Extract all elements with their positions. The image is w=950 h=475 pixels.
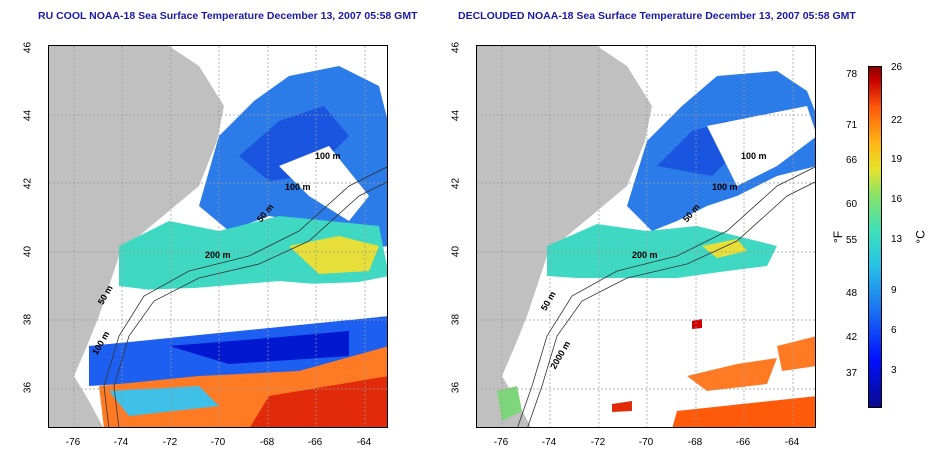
colorbar-unit-fahrenheit: °F bbox=[831, 230, 846, 244]
colorbar-c-label: 19 bbox=[891, 154, 903, 165]
right-lon-tick: -72 bbox=[590, 437, 606, 448]
left-lon-tick: -74 bbox=[113, 437, 129, 448]
left-lon-tick: -70 bbox=[210, 437, 226, 448]
right-lon-tick: -64 bbox=[784, 437, 800, 448]
sst-shelf-yellow bbox=[702, 239, 747, 258]
left-lon-tick: -68 bbox=[259, 437, 275, 448]
right-lon-tick: -66 bbox=[735, 437, 751, 448]
colorbar-unit-celsius: °C bbox=[913, 230, 928, 244]
sst-cyan-south bbox=[109, 386, 219, 416]
colorbar-c-label: 9 bbox=[891, 285, 897, 296]
sst-shelf-green bbox=[547, 224, 777, 278]
right-contour-label-2: 100 m bbox=[712, 182, 738, 192]
right-lat-tick: 40 bbox=[450, 245, 462, 258]
right-lon-tick: -76 bbox=[493, 437, 509, 448]
colorbar-c-label: 26 bbox=[891, 62, 903, 73]
sst-warm-patch-1 bbox=[687, 358, 777, 391]
graticule bbox=[49, 46, 387, 427]
right-lat-tick: 38 bbox=[450, 313, 462, 326]
left-contour-label-2: 100 m bbox=[285, 182, 311, 192]
colorbar-c-label: 22 bbox=[891, 115, 903, 126]
left-lat-tick: 44 bbox=[22, 109, 34, 122]
right-lat-tick: 44 bbox=[450, 109, 462, 122]
right-panel-title: DECLOUDED NOAA-18 Sea Surface Temperatur… bbox=[458, 10, 856, 22]
colorbar-c-label: 16 bbox=[891, 194, 903, 205]
colorbar-f-label: 42 bbox=[846, 332, 858, 343]
colorbar-f-label: 66 bbox=[846, 155, 858, 166]
colorbar-f-label: 78 bbox=[846, 69, 858, 80]
sst-red-dot-2 bbox=[612, 401, 632, 412]
sst-red-dot-1 bbox=[692, 319, 702, 329]
right-lat-tick: 42 bbox=[450, 177, 462, 190]
colorbar-c-label: 3 bbox=[891, 365, 897, 376]
left-panel-title: RU COOL NOAA-18 Sea Surface Temperature … bbox=[38, 10, 418, 22]
left-lon-tick: -76 bbox=[65, 437, 81, 448]
left-lat-tick: 46 bbox=[22, 41, 34, 54]
right-lat-tick: 46 bbox=[450, 41, 462, 54]
colorbar-f-label: 60 bbox=[846, 199, 858, 210]
left-contour-label-4: 200 m bbox=[205, 250, 231, 260]
right-map-panel bbox=[476, 45, 816, 428]
right-contour-label-1: 100 m bbox=[741, 151, 767, 161]
graticule bbox=[477, 46, 815, 427]
sst-dark-blue bbox=[169, 331, 349, 364]
right-lat-tick: 36 bbox=[450, 381, 462, 394]
sst-warm-patch-2 bbox=[777, 336, 815, 371]
sst-shelf-yellow bbox=[289, 236, 379, 274]
land-mass bbox=[477, 46, 652, 427]
left-lat-tick: 36 bbox=[22, 381, 34, 394]
left-map-panel bbox=[48, 45, 388, 428]
colorbar-f-label: 37 bbox=[846, 368, 858, 379]
colorbar-f-label: 55 bbox=[846, 235, 858, 246]
left-lon-tick: -64 bbox=[356, 437, 372, 448]
left-lat-tick: 38 bbox=[22, 313, 34, 326]
colorbar-c-label: 6 bbox=[891, 325, 897, 336]
sst-red-south bbox=[250, 376, 387, 427]
land-mass bbox=[49, 46, 224, 427]
temperature-colorbar bbox=[868, 66, 882, 408]
isobaths bbox=[103, 166, 387, 427]
colorbar-f-label: 48 bbox=[846, 288, 858, 299]
clear-gap bbox=[707, 106, 815, 186]
left-lat-tick: 40 bbox=[22, 245, 34, 258]
left-lon-tick: -72 bbox=[162, 437, 178, 448]
left-lat-tick: 42 bbox=[22, 177, 34, 190]
left-contour-label-1: 100 m bbox=[315, 151, 341, 161]
right-contour-label-4: 200 m bbox=[632, 250, 658, 260]
right-lon-tick: -74 bbox=[541, 437, 557, 448]
right-lon-tick: -70 bbox=[638, 437, 654, 448]
left-lon-tick: -66 bbox=[307, 437, 323, 448]
isobaths bbox=[517, 166, 815, 427]
colorbar-f-label: 71 bbox=[846, 120, 858, 131]
cloud-band bbox=[279, 146, 369, 221]
sst-cyan-coast bbox=[497, 386, 522, 421]
right-lon-tick: -68 bbox=[687, 437, 703, 448]
colorbar-c-label: 13 bbox=[891, 234, 903, 245]
